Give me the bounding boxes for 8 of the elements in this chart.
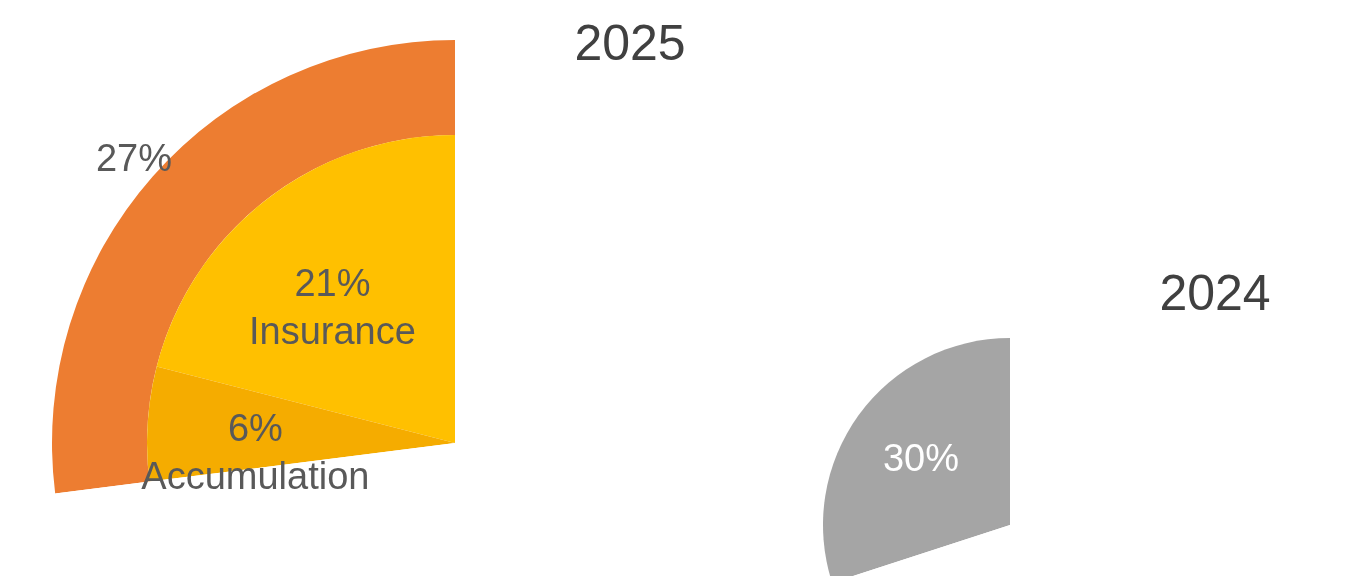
data-label: 27% <box>95 136 172 179</box>
data-label: 6% <box>227 407 283 450</box>
slice-label: Accumulation <box>141 455 370 498</box>
text: 2024 <box>1159 265 1271 321</box>
text: 2025 <box>574 15 686 71</box>
data-label: 21% <box>294 261 371 304</box>
slice-label: Insurance <box>248 309 416 352</box>
data-label: 30% <box>882 437 960 480</box>
